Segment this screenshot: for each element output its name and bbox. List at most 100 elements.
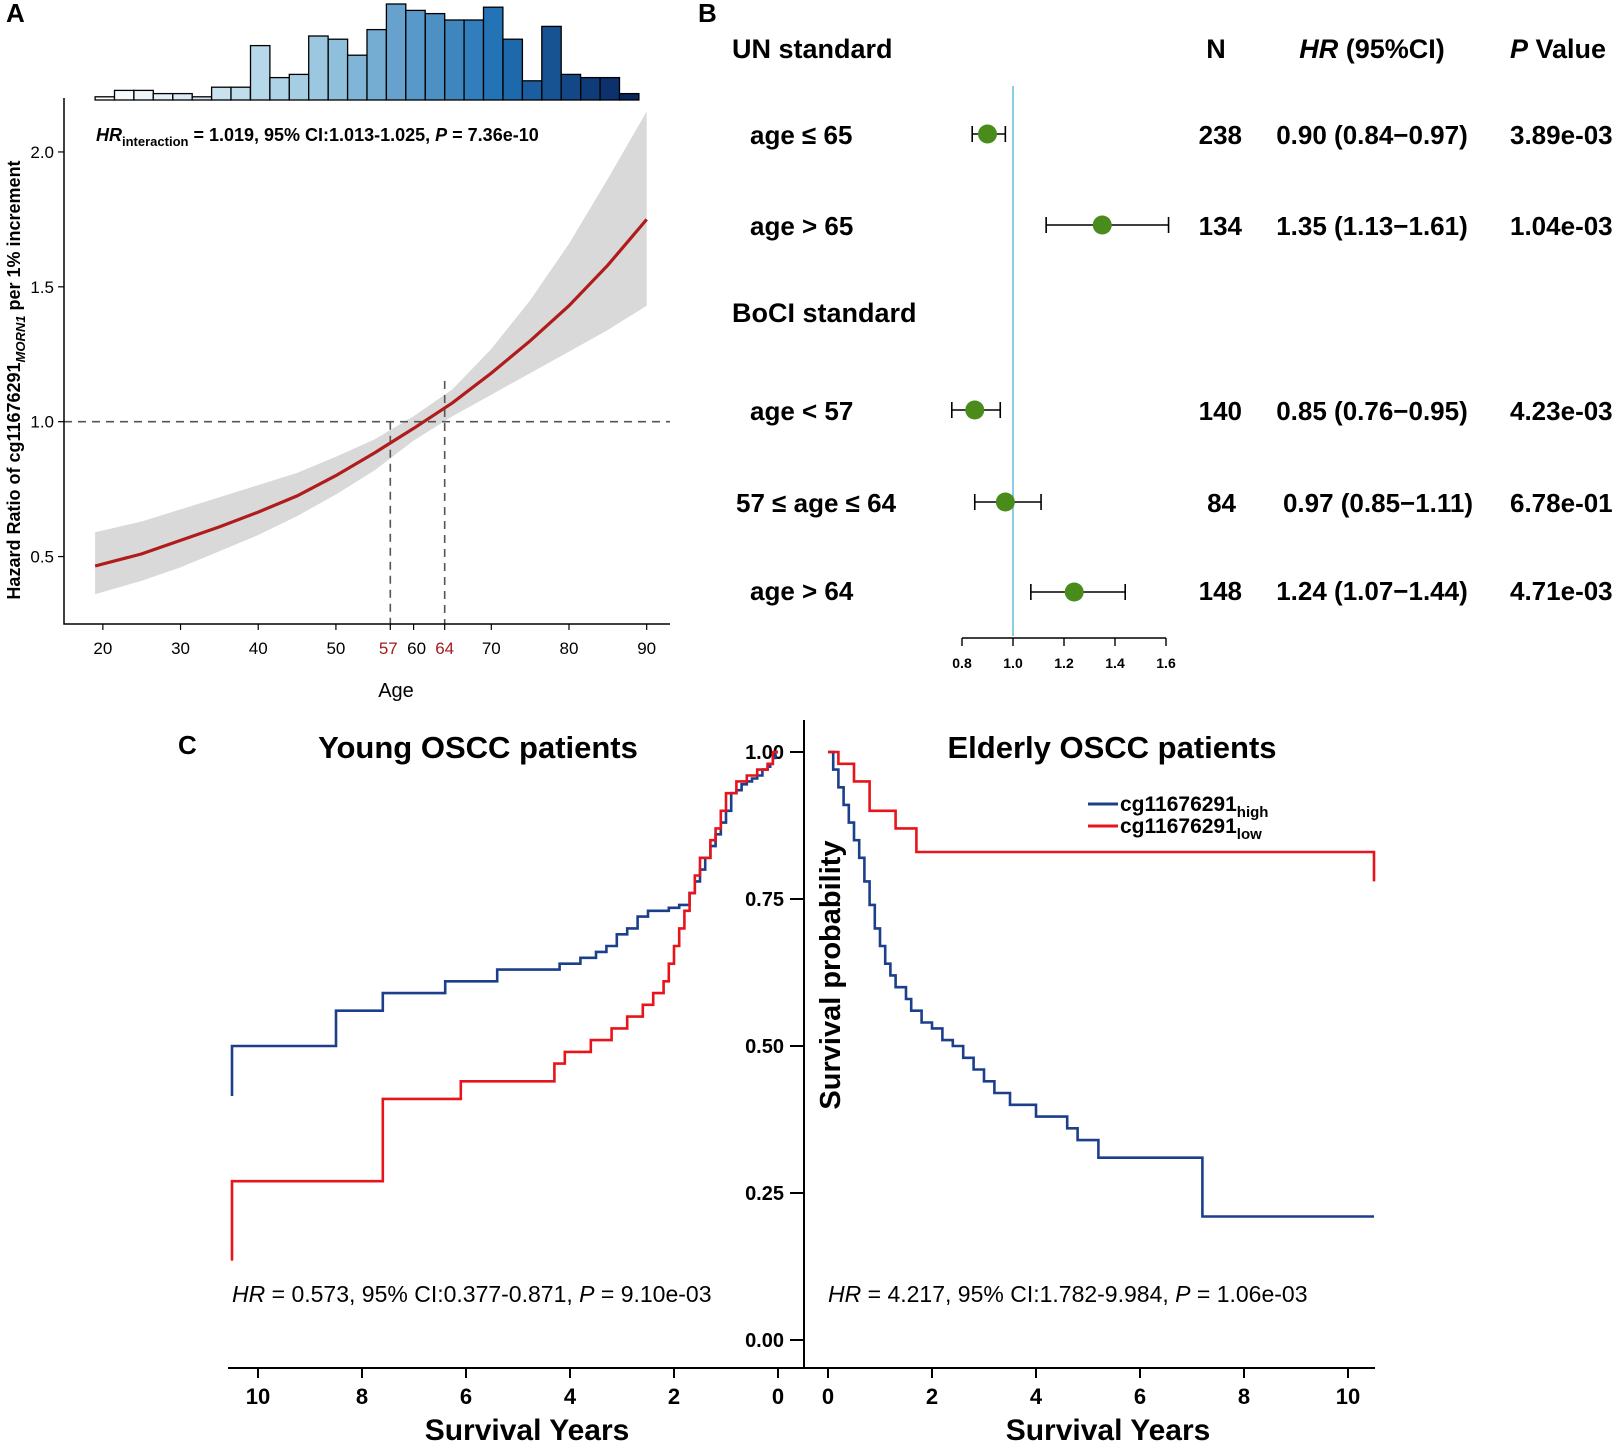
forest-x-tick-label: 1.0 [1003,655,1023,671]
hr-symbol: HR [96,125,122,145]
row-n: 140 [1199,396,1242,426]
histogram-bar [210,86,232,101]
legend-high-main: cg11676291 [1120,793,1237,816]
row-p-value: 6.78e-01 [1510,488,1613,518]
forest-x-tick-label: 1.2 [1054,655,1074,671]
row-hr-ci: 1.35 (1.13−1.61) [1276,211,1468,241]
hr-curve-plot: 20 30 40 50 60 70 80 90 57 64 0.5 1.0 1.5 2.0 [30,98,670,658]
elderly-hr-annotation: HR = 4.217, 95% CI:1.782-9.984, P = 1.06… [828,1281,1308,1307]
forest-x-tick-label: 1.6 [1156,655,1176,671]
histogram-bar [288,73,310,101]
hr-curve [94,218,648,568]
row-hr-ci: 0.97 (0.85−1.11) [1283,488,1473,518]
c-x-tick-label-elderly: 8 [1238,1384,1250,1409]
elderly-x-axis-label: Survival Years [1006,1414,1211,1443]
x-tick-label: 80 [560,639,579,658]
y-tick-label: 2.0 [30,143,54,162]
histogram-bar [308,35,329,101]
row-label: age > 65 [750,211,853,241]
interaction-stats: = 1.019, 95% CI:1.013-1.025, [188,125,435,145]
y-tick-label: 1.0 [30,413,54,432]
histogram-bar [94,96,116,101]
elderly-hr-stats: = 4.217, 95% CI:1.782-9.984, [861,1281,1175,1307]
histogram-bar [172,92,193,101]
row-p-value: 3.89e-03 [1510,120,1613,150]
hr-point [995,492,1015,512]
row-hr-ci: 0.90 (0.84−0.97) [1276,120,1468,150]
forest-x-tick-label: 0.8 [952,655,972,671]
hr-point [1064,582,1084,602]
hr-point [965,400,985,420]
histogram-bar [249,44,271,101]
panel-a: A 20 30 40 50 60 70 80 90 57 64 0.5 1.0 1.5 2.0 HRin… [4,0,670,702]
c-y-tick-label: 0.50 [745,1036,784,1058]
x-tick-label: 70 [482,639,501,658]
km-curve-young-low [230,750,778,1261]
young-hr-annotation: HR = 0.573, 95% CI:0.377-0.871, P = 9.10… [232,1281,712,1307]
hr-point [978,124,997,144]
age-histogram [94,3,640,101]
c-x-tick-label-young: 4 [564,1384,577,1409]
young-p-symbol: P [579,1281,595,1307]
x-tick-label-highlight: 64 [435,639,454,658]
histogram-bar [366,28,388,101]
km-curve-young-high [230,750,778,1096]
c-y-tick-label: 1.00 [745,742,784,764]
histogram-bar [541,25,562,101]
c-x-tick-label-elderly: 2 [926,1384,938,1409]
confidence-band [95,111,647,595]
c-x-tick-label-young: 2 [668,1384,680,1409]
histogram-bar [133,89,154,101]
col-header-n: N [1206,34,1226,64]
young-p-value: = 9.10e-03 [595,1281,712,1307]
histogram-bar [618,92,640,101]
histogram-bar [230,86,252,101]
c-x-tick-label-elderly: 4 [1030,1384,1043,1409]
panel-letter-c: C [178,730,197,760]
c-x-tick-label-young: 6 [460,1384,472,1409]
forest-x-tick-label: 1.4 [1105,655,1125,671]
legend-low-sub: low [1237,826,1262,843]
row-p-value: 1.04e-03 [1510,211,1613,241]
p-value: = 7.36e-10 [447,125,539,145]
col-header-p: P Value [1510,34,1606,64]
histogram-bar [502,38,524,101]
col-header-hr: HR (95%CI) [1299,34,1445,64]
row-label: age > 64 [750,576,854,606]
histogram-bar [191,96,213,101]
c-y-tick-label: 0.75 [745,889,784,911]
young-x-axis-label: Survival Years [425,1414,630,1443]
row-label: age < 57 [750,396,853,426]
c-y-tick-label: 0.00 [745,1330,784,1352]
panel-b: B N HR (95%CI) P Value UN standard BoCI … [698,0,1613,671]
histogram-bar [521,80,543,101]
histogram-bar [113,89,135,101]
hr-subscript: interaction [122,134,189,149]
x-tick-label: 40 [249,639,268,658]
hr-point [1092,215,1112,235]
km-curve-elderly-high [828,750,1374,1218]
km-elderly-curves [828,750,1376,1218]
histogram-bar [599,76,621,101]
a-axis-frame [63,98,670,625]
x-tick-label: 60 [407,639,426,658]
row-n: 238 [1199,120,1242,150]
x-tick-label: 30 [171,639,190,658]
col-header-hr-rest: (95%CI) [1338,34,1445,64]
a-y-axis-label: Hazard Ratio of cg11676291MORN1 per 1% i… [4,160,28,599]
row-hr-ci: 1.24 (1.07−1.44) [1276,576,1468,606]
legend-low-main: cg11676291 [1120,815,1237,838]
legend-label-high: cg11676291high [1120,793,1268,821]
km-axes: 0.00 0.25 0.50 0.75 1.00 10 8 6 4 2 0 0 2 4 6 8 10 [228,720,1375,1409]
c-y-tick-label: 0.25 [745,1183,784,1205]
a-y-label-tail: per 1% increment [4,160,24,315]
col-header-hr-symbol: HR [1299,34,1338,64]
legend-label-low: cg11676291low [1120,815,1262,843]
young-hr-symbol: HR [232,1281,265,1307]
row-n: 134 [1199,211,1243,241]
panel-letter-b: B [698,0,717,28]
c-y-axis-label: Survival probability [815,840,847,1109]
histogram-bar [405,9,426,101]
histogram-bar [327,38,349,101]
